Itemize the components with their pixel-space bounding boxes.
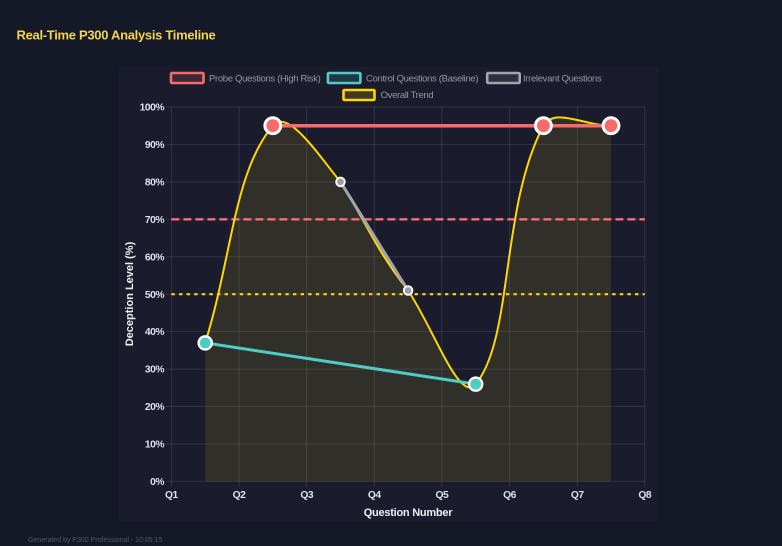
svg-text:100%: 100% xyxy=(140,103,165,114)
svg-text:Q2: Q2 xyxy=(233,490,247,501)
svg-text:Deception Level (%): Deception Level (%) xyxy=(124,241,136,346)
svg-text:40%: 40% xyxy=(145,327,164,338)
svg-text:90%: 90% xyxy=(145,140,164,151)
svg-text:Control Questions (Baseline): Control Questions (Baseline) xyxy=(366,73,478,84)
svg-text:30%: 30% xyxy=(145,365,164,376)
svg-text:50%: 50% xyxy=(145,290,164,301)
svg-text:70%: 70% xyxy=(145,215,164,226)
svg-text:80%: 80% xyxy=(145,178,164,189)
svg-text:Q7: Q7 xyxy=(571,490,585,501)
svg-text:Q5: Q5 xyxy=(436,490,450,501)
svg-text:Q8: Q8 xyxy=(638,490,652,501)
svg-text:0%: 0% xyxy=(150,477,164,488)
svg-text:60%: 60% xyxy=(145,252,164,263)
svg-text:10%: 10% xyxy=(145,440,164,451)
svg-text:Probe Questions (High Risk): Probe Questions (High Risk) xyxy=(209,73,321,84)
svg-text:Overall Trend: Overall Trend xyxy=(381,90,434,101)
svg-text:20%: 20% xyxy=(145,402,164,413)
svg-text:Irrelevant Questions: Irrelevant Questions xyxy=(523,73,602,84)
svg-text:Q1: Q1 xyxy=(165,490,179,501)
svg-text:Question Number: Question Number xyxy=(364,507,454,519)
svg-text:Real-Time P300 Analysis Timeli: Real-Time P300 Analysis Timeline xyxy=(17,28,216,43)
svg-text:Q6: Q6 xyxy=(503,490,517,501)
svg-text:Q3: Q3 xyxy=(300,490,314,501)
svg-text:Generated by P300 Professional: Generated by P300 Professional - 10:05:1… xyxy=(28,535,162,544)
svg-text:Q4: Q4 xyxy=(368,490,382,501)
